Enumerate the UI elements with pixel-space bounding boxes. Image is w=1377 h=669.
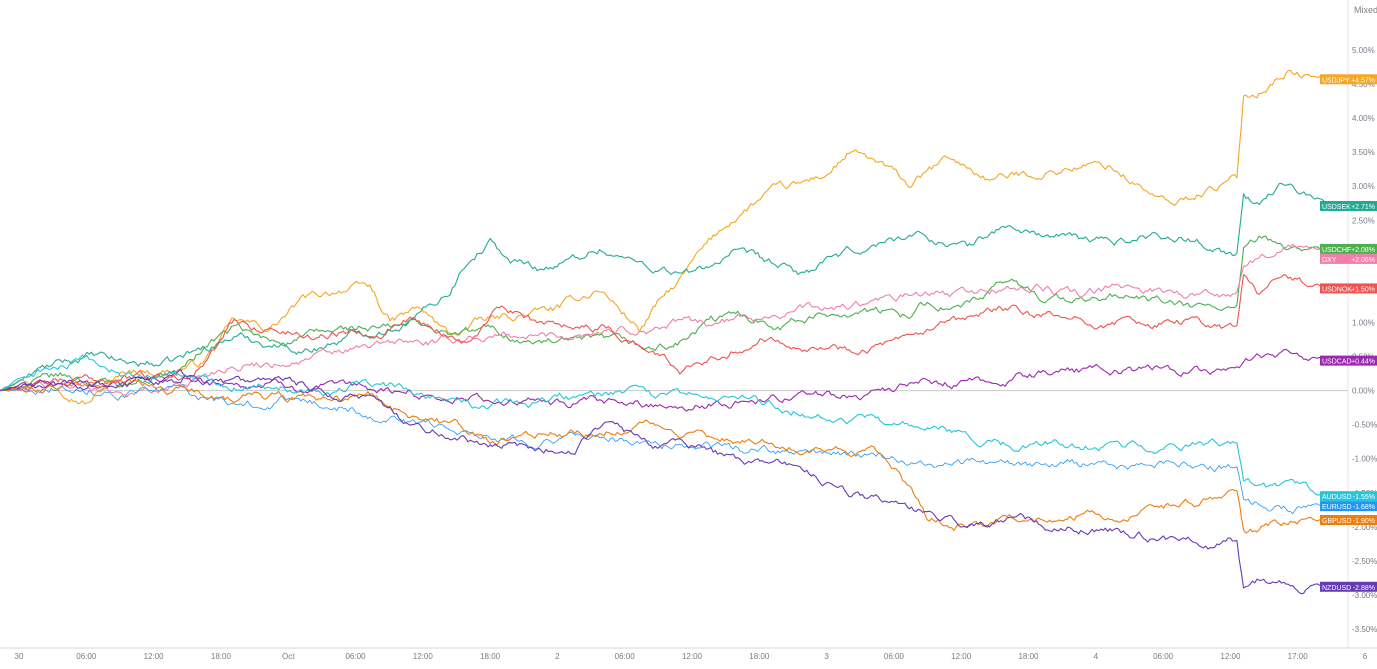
price-label-background <box>1320 243 1377 254</box>
price-label-eurusd[interactable]: EURUSD -1.68% <box>1320 501 1377 512</box>
series-line-usdchf[interactable] <box>0 235 1336 392</box>
price-label-background <box>1320 515 1377 526</box>
x-tick-label: 4 <box>1094 652 1099 661</box>
series-line-audusd[interactable] <box>0 354 1336 497</box>
series-name: USDNOK <box>1322 286 1352 293</box>
price-label-background <box>1320 253 1377 264</box>
y-tick-label: -2.00% <box>1352 523 1377 532</box>
price-label-background <box>1320 74 1377 85</box>
price-label-background <box>1320 355 1377 366</box>
x-tick-label: 12:00 <box>951 652 972 661</box>
x-axis: 30 06:00 12:00 18:00 Oct 06:00 12:00 18:00 2 06:0… <box>15 652 1368 661</box>
x-tick-label: 6 <box>1363 652 1368 661</box>
series-layer <box>0 69 1336 595</box>
y-tick-label: 0.00% <box>1352 387 1375 396</box>
y-tick-label: -1.00% <box>1352 455 1377 464</box>
price-label-usdnok[interactable]: USDNOK +1.50% <box>1320 283 1377 294</box>
y-tick-label: -3.50% <box>1352 625 1377 634</box>
series-change-value: +2.08% <box>1351 247 1375 254</box>
y-tick-label: 3.50% <box>1352 148 1375 157</box>
series-name: DXY <box>1322 257 1337 264</box>
price-label-usdsek[interactable]: USDSEK +2.71% <box>1320 200 1377 211</box>
price-label-background <box>1320 501 1377 512</box>
series-change-value: +1.50% <box>1351 286 1375 293</box>
x-tick-label: 18:00 <box>749 652 770 661</box>
price-label-usdchf[interactable]: USDCHF +2.08% <box>1320 243 1377 254</box>
y-tick-label: 3.00% <box>1352 182 1375 191</box>
y-tick-label: 5.00% <box>1352 46 1375 55</box>
x-tick-label: 17:00 <box>1288 652 1309 661</box>
x-tick-label: 12:00 <box>413 652 434 661</box>
y-tick-label: 1.00% <box>1352 318 1375 327</box>
y-tick-label: 2.50% <box>1352 216 1375 225</box>
price-label-usdjpy[interactable]: USDJPY +4.57% <box>1320 74 1377 85</box>
series-change-value: -1.68% <box>1353 504 1375 511</box>
series-change-value: +2.71% <box>1351 204 1375 211</box>
series-change-value: +0.44% <box>1351 359 1375 366</box>
series-name: NZDUSD <box>1322 585 1351 592</box>
series-change-value: -1.55% <box>1353 494 1375 501</box>
x-tick-label: 18:00 <box>211 652 232 661</box>
series-line-eurusd[interactable] <box>0 383 1336 514</box>
x-tick-label: 06:00 <box>884 652 905 661</box>
price-label-dxy[interactable]: DXY +2.06% <box>1320 253 1377 264</box>
series-line-gbpusd[interactable] <box>0 378 1336 534</box>
price-label-audusd[interactable]: AUDUSD -1.55% <box>1320 491 1377 502</box>
x-tick-label: Oct <box>282 652 295 661</box>
series-name: GBPUSD <box>1322 518 1352 525</box>
series-name: USDCAD <box>1322 359 1352 366</box>
x-tick-label: 2 <box>555 652 560 661</box>
x-tick-label: 06:00 <box>345 652 366 661</box>
series-line-nzdusd[interactable] <box>0 375 1336 595</box>
y-tick-label: -0.50% <box>1352 421 1377 430</box>
x-tick-label: 3 <box>824 652 829 661</box>
series-line-usdnok[interactable] <box>0 274 1336 393</box>
series-change-value: +4.57% <box>1351 77 1375 84</box>
series-name: EURUSD <box>1322 504 1352 511</box>
y-tick-label: -3.00% <box>1352 591 1377 600</box>
price-label-usdcad[interactable]: USDCAD +0.44% <box>1320 355 1377 366</box>
series-line-usdcad[interactable] <box>0 348 1336 412</box>
series-line-usdsek[interactable] <box>0 182 1336 392</box>
x-tick-label: 18:00 <box>480 652 501 661</box>
y-tick-label: 4.00% <box>1352 114 1375 123</box>
price-label-background <box>1320 283 1377 294</box>
series-name: USDJPY <box>1322 77 1350 84</box>
price-label-background <box>1320 200 1377 211</box>
x-tick-label: 12:00 <box>682 652 703 661</box>
y-tick-label: 4.50% <box>1352 80 1375 89</box>
series-change-value: -1.90% <box>1353 518 1375 525</box>
y-tick-label: -2.50% <box>1352 557 1377 566</box>
price-label-background <box>1320 581 1377 592</box>
x-tick-label: 06:00 <box>76 652 97 661</box>
x-tick-label: 06:00 <box>1153 652 1174 661</box>
x-tick-label: 18:00 <box>1018 652 1039 661</box>
x-tick-label: 12:00 <box>1220 652 1241 661</box>
x-tick-label: 12:00 <box>144 652 165 661</box>
series-name: USDCHF <box>1322 247 1351 254</box>
x-tick-label: 30 <box>15 652 24 661</box>
series-name: USDSEK <box>1322 204 1351 211</box>
series-name: AUDUSD <box>1322 494 1352 501</box>
series-change-value: +2.06% <box>1351 257 1375 264</box>
series-line-dxy[interactable] <box>0 243 1336 398</box>
price-label-gbpusd[interactable]: GBPUSD -1.90% <box>1320 515 1377 526</box>
series-price-labels: USDJPY +4.57% USDSEK +2.71% USDCHF +2.08% DXY +… <box>1320 74 1377 592</box>
price-label-nzdusd[interactable]: NZDUSD -2.88% <box>1320 581 1377 592</box>
price-label-background <box>1320 491 1377 502</box>
scale-mode-label[interactable]: Mixed <box>1354 5 1377 15</box>
series-change-value: -2.88% <box>1353 585 1375 592</box>
x-tick-label: 06:00 <box>615 652 636 661</box>
